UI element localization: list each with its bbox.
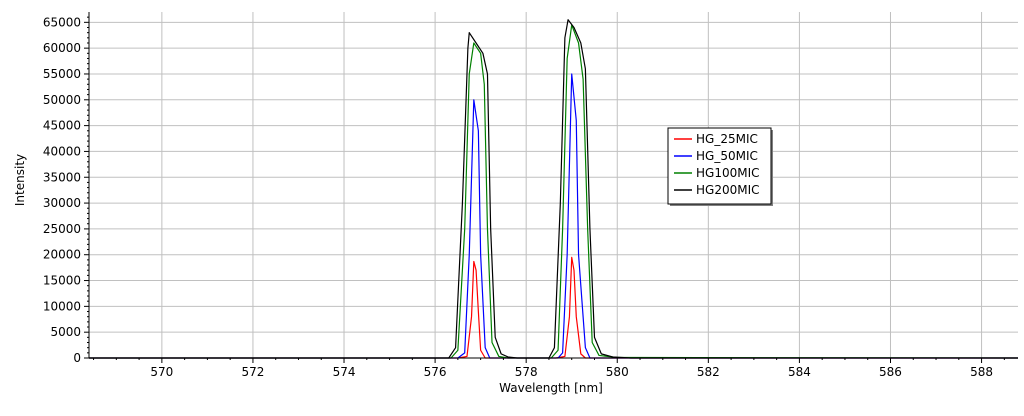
- x-tick-label: 580: [606, 365, 629, 379]
- legend-label: HG100MIC: [696, 166, 760, 180]
- x-axis-title: Wavelength [nm]: [499, 381, 603, 395]
- grid-lines: [89, 12, 1018, 358]
- legend-label: HG200MIC: [696, 183, 760, 197]
- y-tick-label: 40000: [43, 144, 81, 158]
- x-tick-label: 570: [150, 365, 173, 379]
- y-tick-label: 5000: [50, 325, 81, 339]
- x-tick-label: 582: [697, 365, 720, 379]
- x-tick-label: 586: [879, 365, 902, 379]
- y-tick-label: 65000: [43, 15, 81, 29]
- legend-label: HG_25MIC: [696, 132, 758, 146]
- x-tick-label: 576: [424, 365, 447, 379]
- y-tick-label: 0: [73, 351, 81, 365]
- y-tick-label: 10000: [43, 299, 81, 313]
- tick-labels: 0 5000 10000 15000 20000 25000 30000 35000 40000…: [43, 15, 993, 379]
- x-tick-label: 574: [333, 365, 356, 379]
- y-tick-label: 35000: [43, 170, 81, 184]
- x-tick-label: 572: [241, 365, 264, 379]
- legend-box: [667, 127, 772, 205]
- y-tick-label: 20000: [43, 248, 81, 262]
- x-tick-label: 578: [515, 365, 538, 379]
- y-tick-label: 60000: [43, 41, 81, 55]
- x-tick-label: 584: [788, 365, 811, 379]
- axes: [84, 12, 1018, 363]
- legend: HG_25MIC HG_50MIC HG100MIC HG200MIC: [667, 127, 773, 206]
- y-axis-title: Intensity: [13, 154, 27, 206]
- y-tick-label: 30000: [43, 196, 81, 210]
- x-tick-label: 588: [970, 365, 993, 379]
- y-tick-label: 45000: [43, 119, 81, 133]
- y-tick-label: 55000: [43, 67, 81, 81]
- legend-label: HG_50MIC: [696, 149, 758, 163]
- y-tick-label: 25000: [43, 222, 81, 236]
- y-tick-label: 50000: [43, 93, 81, 107]
- y-tick-label: 15000: [43, 274, 81, 288]
